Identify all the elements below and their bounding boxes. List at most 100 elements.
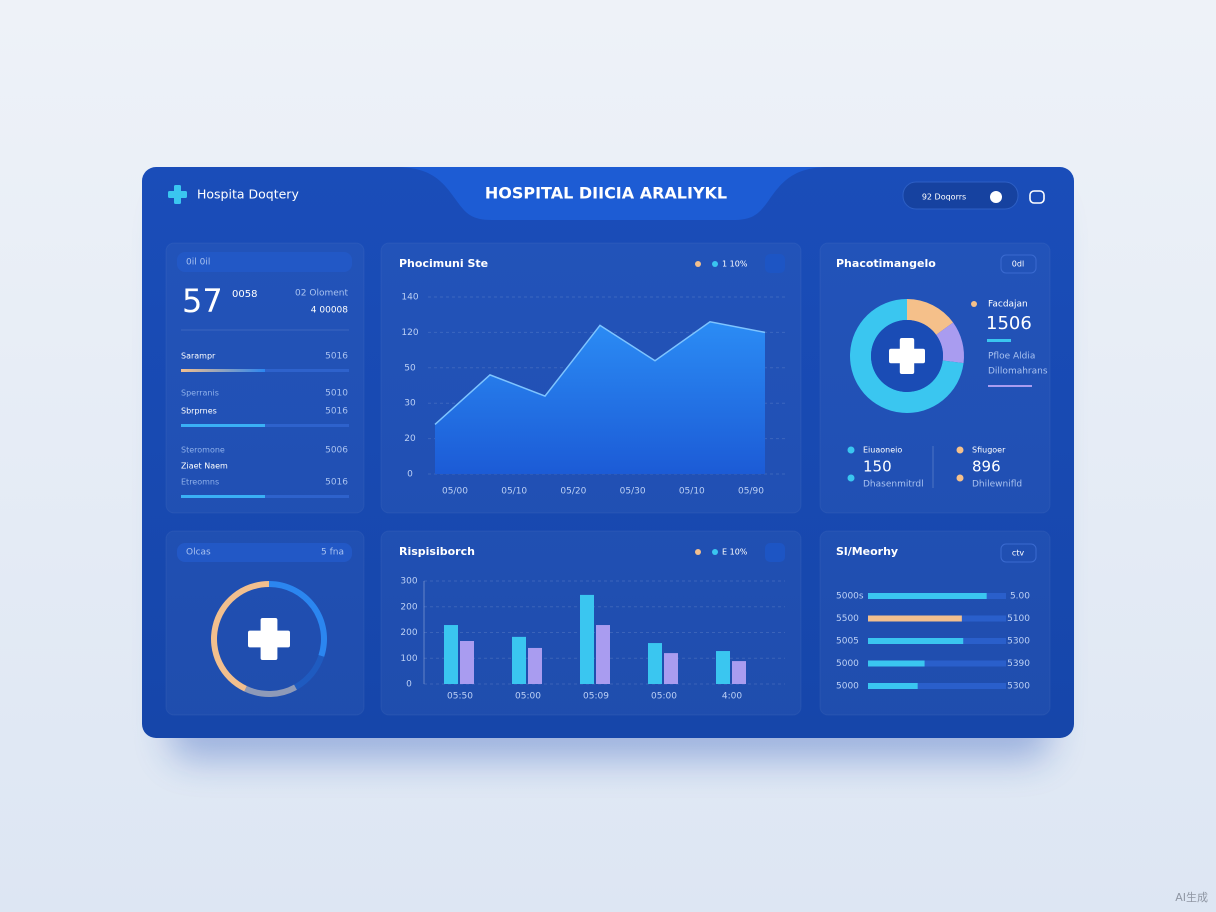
row-value: 5010 [325, 389, 348, 399]
row-label: Sbrprnes [181, 407, 217, 416]
donut-line2: Dillomahrans [988, 367, 1048, 377]
hbar-button[interactable] [1000, 543, 1037, 563]
ring-pill [177, 543, 352, 562]
hbar-title: Sl/Meorhy [836, 545, 898, 558]
stat-name: Eiuaoneio [863, 446, 902, 455]
stat-note: Dhilewnifld [972, 480, 1022, 490]
bar [664, 653, 678, 684]
row-label: Etreomns [181, 478, 219, 487]
stat-dot [956, 474, 964, 482]
bar-right-label: 5300 [1007, 637, 1030, 647]
donut-button-text: 0dl [1012, 260, 1024, 269]
ring-pill-left: Olcas [186, 548, 211, 558]
bar [460, 640, 474, 684]
ring-pill-right: 5 fna [321, 548, 344, 558]
bar-track [868, 683, 1006, 689]
progress-bar [181, 369, 265, 372]
y-tick-label: 100 [400, 654, 417, 664]
donut-title: Phacotimangelo [836, 257, 936, 270]
stat-dot [956, 446, 964, 454]
pie-segment [244, 684, 297, 697]
bar [528, 647, 542, 684]
y-tick-label: 0 [407, 470, 413, 480]
y-tick-label: 5000 [836, 659, 859, 669]
side-bottom: 4 00008 [311, 306, 348, 316]
x-tick-label: 05/90 [738, 487, 764, 497]
donut-line1: Pfloe Aldia [988, 352, 1035, 362]
row-value: 5006 [325, 446, 348, 456]
bar-right-label: 5300 [1007, 682, 1030, 692]
donut-button[interactable] [1000, 254, 1037, 274]
cross-icon [889, 348, 925, 364]
y-tick-label: 0 [406, 680, 412, 690]
bar-legend: E 10% [722, 548, 748, 557]
row-label: Sarampr [181, 352, 216, 361]
stat-dot [847, 474, 855, 482]
user-pill[interactable] [902, 181, 1019, 210]
x-tick-label: 05:00 [651, 692, 677, 702]
y-tick-label: 5000s [836, 592, 864, 602]
x-tick-label: 05/20 [560, 487, 586, 497]
x-tick-label: 05/00 [442, 487, 468, 497]
user-icon [990, 191, 1002, 203]
y-tick-label: 200 [400, 628, 417, 638]
row-value: 5016 [325, 407, 348, 417]
bar [648, 643, 662, 684]
bar [444, 625, 458, 684]
y-tick-label: 5005 [836, 637, 859, 647]
summary-pill [177, 252, 352, 272]
logo-text: Hospita Doqtery [197, 187, 299, 202]
row-label: Sperranis [181, 389, 219, 398]
area [435, 321, 765, 474]
legend-dot [695, 549, 701, 555]
stat-note: Dhasenmitrdl [863, 480, 924, 490]
bar [580, 594, 594, 684]
legend-bar [988, 385, 1032, 387]
area-line [434, 320, 766, 425]
pie-segment [294, 655, 325, 690]
y-tick-label: 120 [401, 328, 418, 338]
header-tab [395, 167, 830, 220]
stat-name: Sfiugoer [972, 446, 1006, 455]
hbar-button-text: ctv [1012, 549, 1025, 558]
stat-value: 150 [863, 458, 892, 476]
bar [868, 683, 918, 689]
bar [716, 651, 730, 684]
legend-dot [971, 301, 977, 307]
bar [868, 593, 987, 599]
pie-segment [211, 581, 269, 692]
area-title: Phocimuni Ste [399, 257, 488, 270]
bar-track [868, 660, 1006, 667]
user-text: 92 Doqorrs [922, 193, 966, 202]
logo [168, 185, 187, 204]
bar-right-label: 5390 [1007, 659, 1030, 669]
legend-bar [987, 339, 1011, 342]
menu-button[interactable] [1029, 190, 1045, 204]
row-value: 5016 [325, 478, 348, 488]
progress-bar [181, 424, 265, 427]
panel-button[interactable] [765, 543, 785, 562]
x-tick-label: 05:50 [447, 692, 473, 702]
y-tick-label: 5500 [836, 614, 859, 624]
summary-pill-text: 0il 0il [186, 258, 210, 268]
y-tick-label: 300 [400, 577, 417, 587]
panel-button[interactable] [765, 254, 785, 273]
y-tick-label: 20 [404, 434, 416, 444]
y-tick-label: 30 [404, 399, 416, 409]
pie-segment [907, 299, 954, 335]
pie-segment [269, 581, 328, 657]
x-tick-label: 05:09 [583, 692, 609, 702]
donut-legend-value: 1506 [986, 313, 1032, 334]
y-tick-label: 200 [400, 602, 417, 612]
donut-legend-name: Facdajan [988, 300, 1028, 310]
pie-segment [850, 299, 964, 413]
y-tick-label: 5000 [836, 682, 859, 692]
big-unit: 0058 [232, 289, 257, 300]
cross-icon [248, 630, 290, 648]
x-tick-label: 05/10 [679, 487, 705, 497]
pie-segment [936, 322, 964, 364]
bar [868, 638, 964, 644]
x-tick-label: 05/10 [501, 487, 527, 497]
x-tick-label: 05/30 [620, 487, 646, 497]
